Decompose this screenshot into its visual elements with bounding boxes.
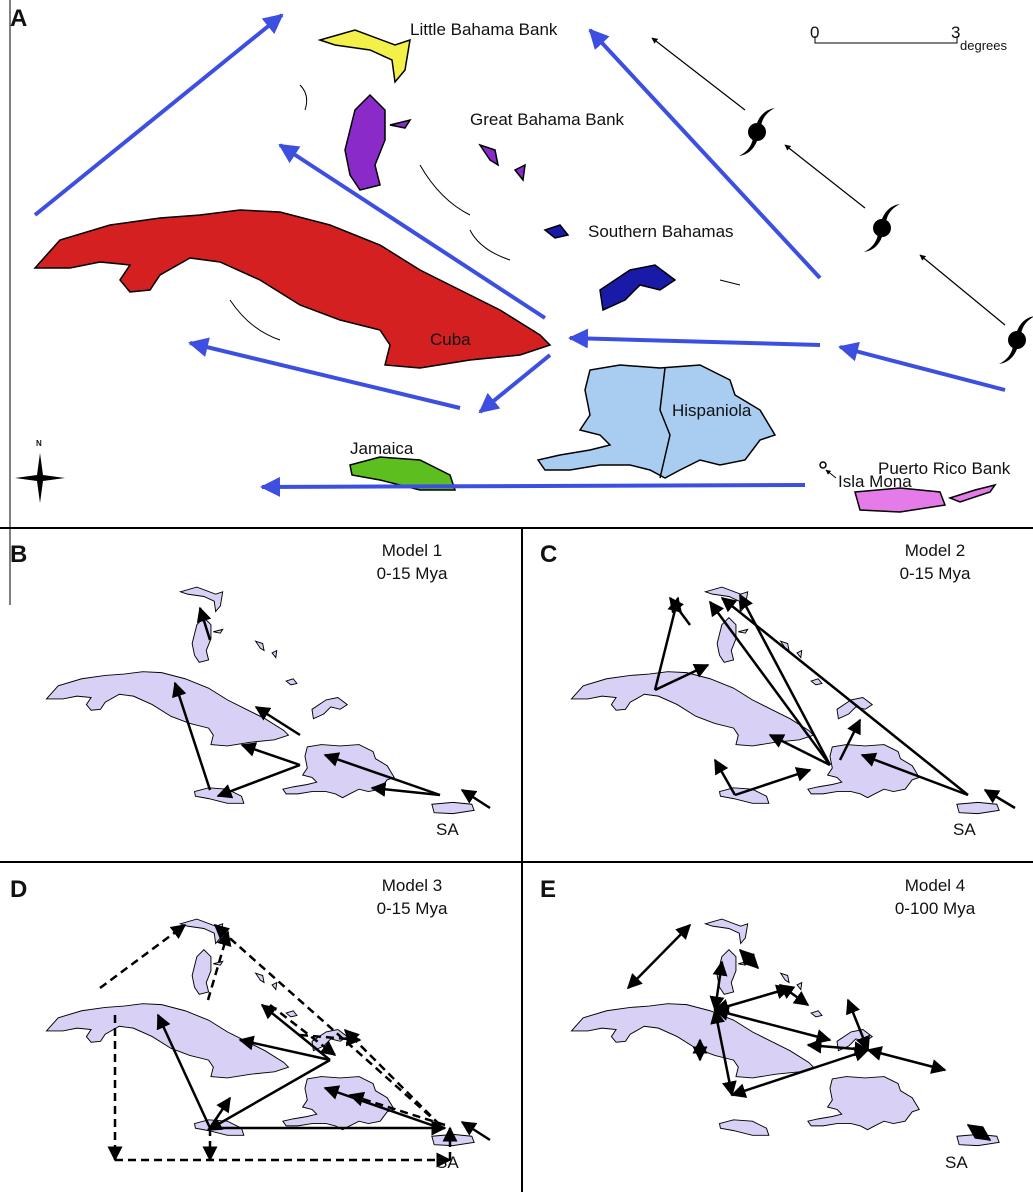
little-bahama-bank xyxy=(320,30,410,82)
place-label: Isla Mona xyxy=(838,472,912,491)
model-period: 0-100 Mya xyxy=(895,899,976,918)
map-e xyxy=(571,919,999,1146)
dispersal-arrow xyxy=(628,925,690,988)
dispersal-arrow xyxy=(35,15,282,215)
panel-label: C xyxy=(540,541,557,568)
source-label: SA xyxy=(953,820,976,839)
hurricane xyxy=(864,204,900,252)
source-label: SA xyxy=(436,1153,459,1172)
map-c xyxy=(571,587,999,814)
map-d xyxy=(46,919,474,1146)
hurricane xyxy=(739,108,775,156)
dispersal-arrow xyxy=(270,1005,335,1055)
compass xyxy=(15,453,65,503)
virgin-islands xyxy=(950,485,995,502)
source-label: SA xyxy=(436,820,459,839)
place-label: Cuba xyxy=(430,330,471,349)
dispersal-arrow xyxy=(740,950,758,968)
model-period: 0-15 Mya xyxy=(377,899,448,918)
puerto-rico xyxy=(855,488,945,512)
scale-unit: degrees xyxy=(960,38,1007,53)
scale-bar xyxy=(815,36,957,43)
place-label: Hispaniola xyxy=(672,401,752,420)
place-label: Great Bahama Bank xyxy=(470,110,625,129)
model-period: 0-15 Mya xyxy=(377,564,448,583)
source-label: SA xyxy=(945,1153,968,1172)
model-title: Model 2 xyxy=(905,541,965,560)
dispersal-arrow xyxy=(570,338,820,345)
dispersal-arrow xyxy=(868,1050,945,1070)
panel-label: E xyxy=(540,876,556,903)
place-label: Little Bahama Bank xyxy=(410,20,558,39)
pointer xyxy=(826,470,836,478)
model-title: Model 3 xyxy=(382,876,442,895)
dispersal-arrow xyxy=(840,347,1005,390)
dispersal-arrow xyxy=(242,745,300,765)
panel-label: D xyxy=(10,876,27,903)
model-title: Model 4 xyxy=(905,876,965,895)
dispersal-arrow xyxy=(652,38,745,110)
place-label: Southern Bahamas xyxy=(588,222,734,241)
scale-start: 0 xyxy=(810,23,819,42)
model-period: 0-15 Mya xyxy=(900,564,971,583)
compass-north: N xyxy=(36,439,42,448)
dispersal-arrow xyxy=(780,985,808,1005)
dispersal-arrow xyxy=(735,770,810,795)
hispaniola xyxy=(538,365,775,478)
dispersal-arrow xyxy=(920,255,1005,325)
cuba xyxy=(35,210,550,368)
map-a xyxy=(35,30,995,512)
dispersal-arrow xyxy=(262,485,805,487)
model-title: Model 1 xyxy=(382,541,442,560)
isla-mona xyxy=(820,462,826,468)
panel-label: A xyxy=(10,5,27,32)
place-label: Jamaica xyxy=(350,439,414,458)
dispersal-arrow xyxy=(785,145,865,208)
dispersal-arrow xyxy=(480,355,550,412)
figure: 0 3 degrees N A Little Bahama Bank Great… xyxy=(0,0,1033,1192)
hurricane xyxy=(999,316,1033,364)
dispersal-arrow xyxy=(100,925,185,988)
panel-label: B xyxy=(10,541,27,568)
